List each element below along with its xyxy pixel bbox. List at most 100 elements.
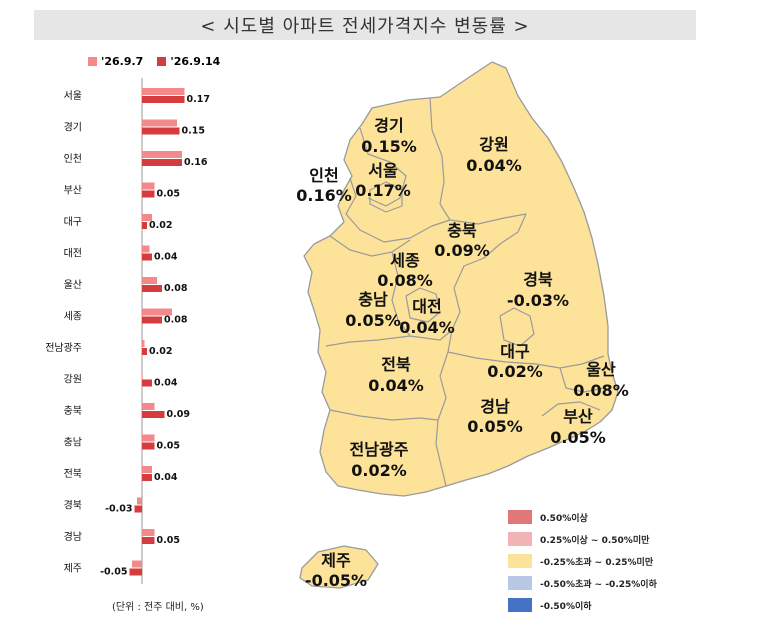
- category-label: 세종: [64, 311, 82, 323]
- region-label-busan: 부산: [563, 407, 593, 426]
- map-legend-row: -0.50%이하: [508, 594, 657, 616]
- bar-this-week: [142, 348, 147, 355]
- data-label: 0.08: [164, 283, 188, 294]
- bar-chart: 서울 0.17 경기 0.15 인천 0.16 부산 0.05 대구 0.02 대전 0.04 울산 0.…: [45, 78, 210, 584]
- category-label: 인천: [64, 153, 82, 165]
- bar-this-week: [129, 568, 142, 576]
- bar-prev-week: [142, 529, 155, 536]
- map-legend-label: 0.50%이상: [540, 513, 588, 524]
- region-value-busan: 0.05%: [550, 428, 606, 447]
- bar-prev-week: [142, 308, 172, 316]
- bar-this-week: [142, 411, 165, 418]
- bar-this-week: [142, 190, 155, 198]
- region-value-chungbuk: 0.09%: [434, 241, 490, 260]
- legend-label-this-week: '26.9.14: [170, 55, 221, 68]
- bar-prev-week: [142, 214, 152, 221]
- region-value-jeonbuk: 0.04%: [368, 376, 424, 395]
- region-label-chungnam: 충남: [358, 290, 388, 309]
- map-legend-label: -0.50%초과 ~ -0.25%이하: [540, 579, 657, 590]
- bar-chart-legend: '26.9.7 '26.9.14: [88, 55, 220, 68]
- legend-item-this-week: '26.9.14: [157, 55, 220, 68]
- map-legend-label: -0.25%초과 ~ 0.25%미만: [540, 557, 654, 568]
- region-label-gangwon: 강원: [479, 135, 508, 154]
- bar-this-week: [142, 253, 152, 261]
- region-label-gyeonggi: 경기: [374, 116, 403, 135]
- map-region-labels: 경기 0.15% 인천 0.16% 서울 0.17% 강원 0.04% 충북 0…: [296, 116, 629, 590]
- bar-prev-week: [142, 371, 143, 379]
- map-legend-row: 0.25%이상 ~ 0.50%미만: [508, 528, 657, 550]
- map-legend-label: 0.25%이상 ~ 0.50%미만: [540, 535, 650, 546]
- region-value-seoul: 0.17%: [355, 181, 411, 200]
- bar-this-week: [142, 285, 162, 292]
- region-label-daegu: 대구: [500, 342, 530, 361]
- bar-prev-week: [142, 245, 150, 253]
- region-label-chungbuk: 충북: [447, 221, 477, 240]
- region-label-sejong: 세종: [390, 251, 420, 270]
- bar-prev-week: [142, 119, 177, 127]
- bar-prev-week: [137, 497, 142, 505]
- region-value-gyeonggi: 0.15%: [361, 137, 417, 156]
- mainland-shape: [303, 61, 619, 497]
- bar-prev-week: [142, 466, 152, 473]
- bar-prev-week: [142, 434, 155, 442]
- data-label: 0.17: [187, 94, 210, 105]
- map-legend-swatch: [508, 532, 532, 546]
- category-label: 대구: [64, 216, 82, 228]
- map-legend-row: 0.50%이상: [508, 506, 657, 528]
- data-label: 0.08: [164, 315, 188, 326]
- bar-this-week: [134, 505, 142, 513]
- bar-this-week: [142, 442, 155, 450]
- map-legend-swatch: [508, 554, 532, 568]
- data-label: 0.05: [157, 189, 180, 200]
- bar-prev-week: [142, 277, 157, 284]
- category-label: 충남: [64, 437, 82, 449]
- legend-swatch-prev-week: [88, 57, 97, 66]
- region-value-daegu: 0.02%: [487, 362, 543, 381]
- data-label: 0.04: [154, 378, 178, 389]
- region-value-sejong: 0.08%: [377, 271, 433, 290]
- data-label: 0.04: [154, 472, 178, 483]
- unit-note: (단위 : 전주 대비, %): [112, 602, 204, 613]
- data-label: 0.02: [149, 346, 172, 357]
- bar-this-week: [142, 159, 182, 166]
- jeju-shape: [299, 545, 379, 589]
- region-label-ulsan: 울산: [586, 360, 616, 379]
- data-label: 0.05: [157, 535, 180, 546]
- bar-this-week: [142, 316, 162, 324]
- category-label: 서울: [64, 90, 82, 102]
- region-label-gyeongnam: 경남: [480, 397, 510, 416]
- bar-prev-week: [142, 182, 155, 190]
- map-legend: 0.50%이상 0.25%이상 ~ 0.50%미만 -0.25%초과 ~ 0.2…: [508, 506, 657, 616]
- map-legend-row: -0.25%초과 ~ 0.25%미만: [508, 550, 657, 572]
- data-label: 0.09: [167, 409, 190, 420]
- bar-this-week: [142, 537, 155, 544]
- region-label-jeonnam-gwangju: 전남광주: [350, 440, 409, 459]
- region-label-daejeon: 대전: [412, 297, 441, 316]
- category-label: 대전: [64, 248, 82, 260]
- map-legend-swatch: [508, 598, 532, 612]
- bar-this-week: [142, 222, 147, 229]
- data-label: 0.16: [184, 157, 208, 168]
- category-label: 경북: [64, 499, 82, 512]
- chart-title: < 시도별 아파트 전세가격지수 변동률 >: [200, 16, 530, 37]
- map-legend-label: -0.50%이하: [540, 601, 592, 612]
- region-borders: [325, 97, 605, 487]
- chart-title-bar: < 시도별 아파트 전세가격지수 변동률 >: [34, 10, 696, 40]
- bar-this-week: [142, 127, 180, 135]
- region-value-jeonnam-gwangju: 0.02%: [351, 461, 407, 480]
- category-label: 부산: [64, 185, 82, 197]
- data-label: 0.02: [149, 220, 172, 231]
- region-value-gangwon: 0.04%: [466, 156, 522, 175]
- data-label: -0.05: [100, 567, 127, 578]
- bar-prev-week: [142, 151, 182, 158]
- region-value-incheon: 0.16%: [296, 186, 352, 205]
- region-value-jeju: -0.05%: [305, 571, 367, 590]
- data-label: 0.05: [157, 441, 180, 452]
- data-label: 0.04: [154, 252, 178, 263]
- map-legend-swatch: [508, 510, 532, 524]
- region-value-gyeongbuk: -0.03%: [507, 291, 569, 310]
- category-label: 제주: [64, 563, 82, 575]
- region-value-ulsan: 0.08%: [573, 381, 629, 400]
- legend-swatch-this-week: [157, 57, 167, 66]
